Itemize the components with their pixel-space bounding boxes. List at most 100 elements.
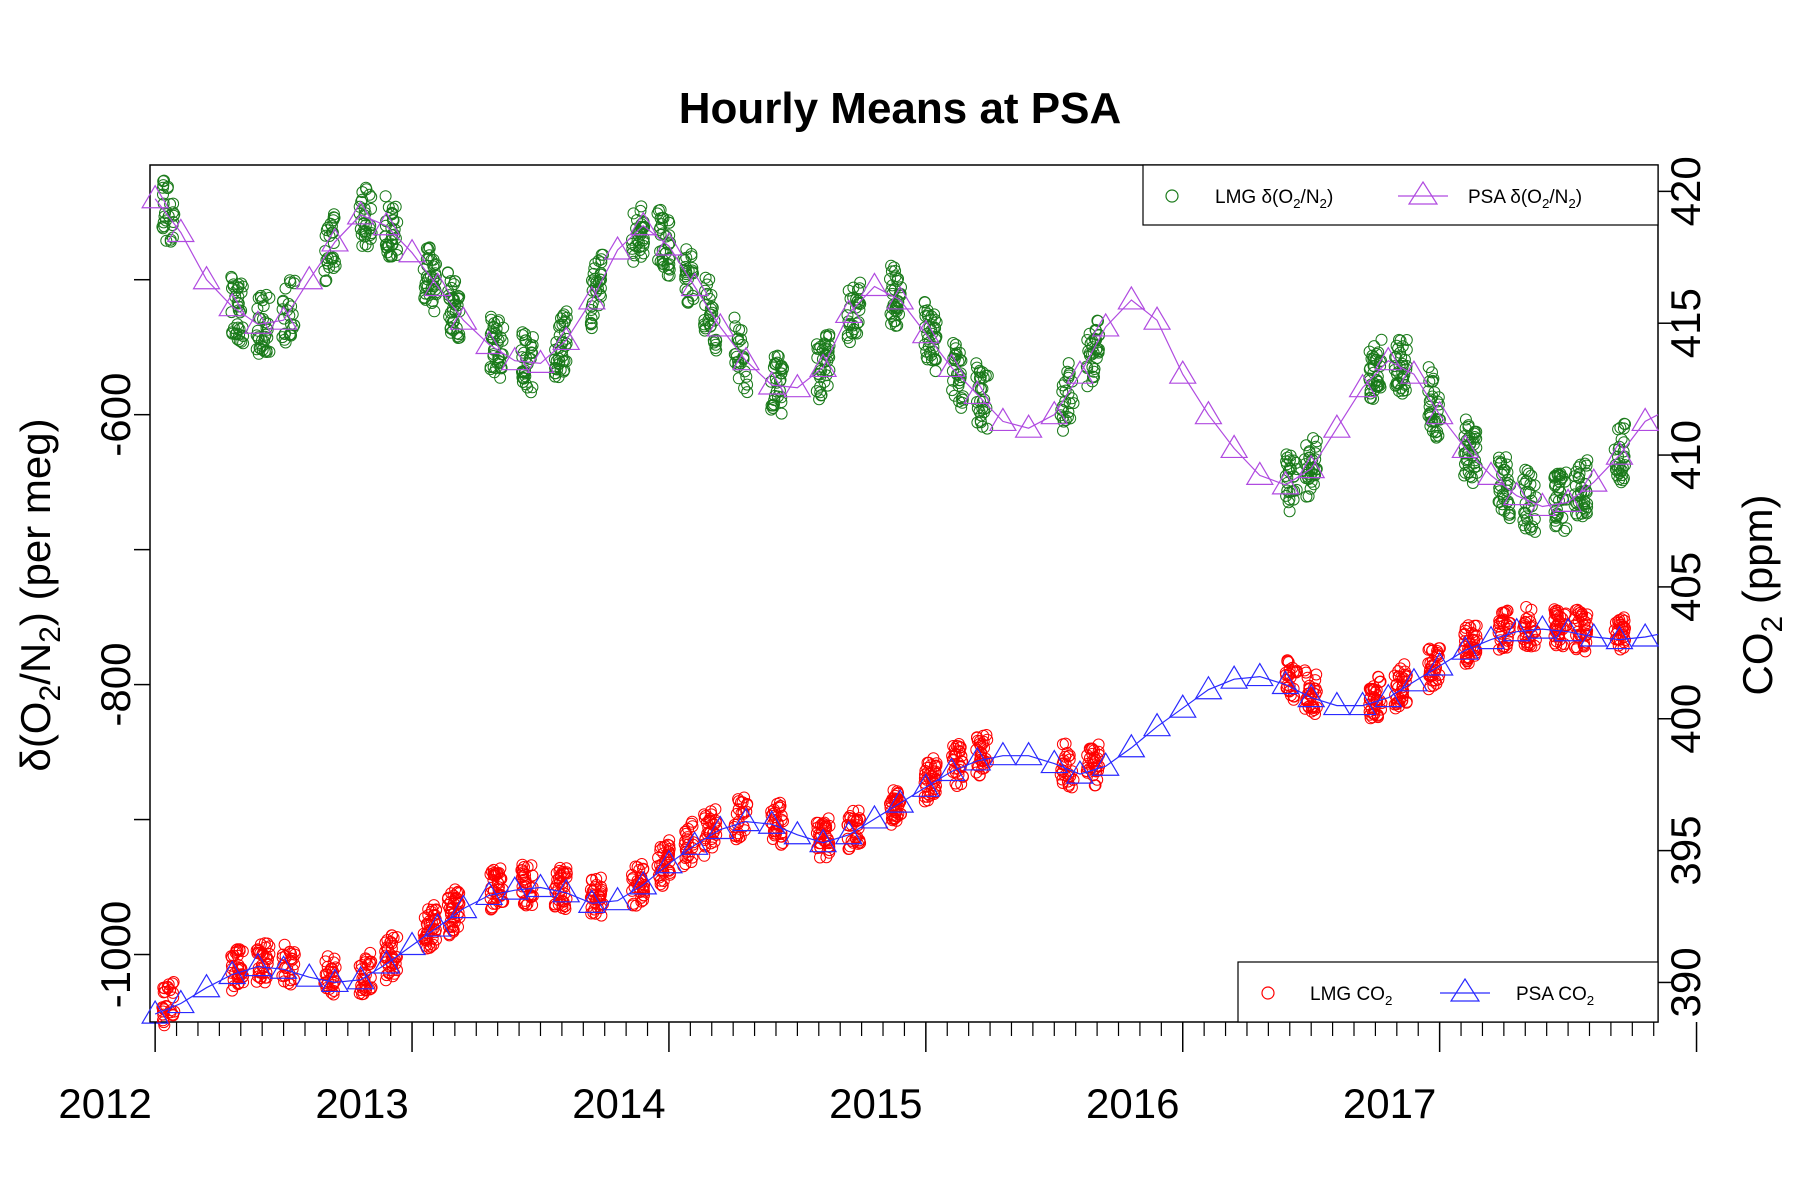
psa-o2-triangle: [1245, 461, 1274, 486]
legend-o2-psa-pre: PSA δ(O: [1468, 187, 1542, 208]
lmg-o2-point: [326, 226, 339, 239]
lmg-o2-point: [526, 381, 539, 394]
lmg-co2-point: [586, 873, 598, 886]
legend-o2-lmg-mid: /N: [1301, 187, 1320, 208]
psa-o2-triangle: [1194, 400, 1223, 425]
lmg-co2-point: [1500, 618, 1513, 631]
lmg-o2-point: [854, 276, 867, 289]
lmg-o2-point: [921, 327, 934, 340]
lmg-o2-point: [1423, 375, 1436, 388]
lmg-o2-point: [444, 321, 457, 334]
psa-o2-triangle: [603, 235, 632, 260]
lmg-co2-point: [847, 836, 860, 849]
lmg-co2-point: [652, 851, 665, 864]
lmg-o2-point: [889, 319, 902, 332]
lmg-co2-point: [771, 797, 784, 810]
lmg-co2-point: [685, 817, 698, 830]
psa-o2-triangle: [192, 265, 221, 290]
psa-co2-triangle: [1014, 741, 1043, 766]
lmg-o2-point: [1581, 454, 1594, 467]
lmg-o2-point: [1283, 505, 1296, 518]
lmg-co2-point: [518, 861, 530, 873]
lmg-co2-point: [1555, 638, 1568, 651]
legend-o2-lmg-sub2: 2: [1320, 196, 1327, 211]
lmg-o2-point: [678, 254, 691, 267]
lmg-co2-point: [1389, 702, 1402, 715]
psa-co2-triangle: [731, 807, 761, 832]
lmg-co2-point: [1571, 641, 1584, 654]
psa-co2-triangle: [500, 875, 529, 900]
lmg-co2-point: [1086, 743, 1099, 756]
legend-o2-psa-mid: /N: [1549, 187, 1568, 208]
lmg-o2-point: [160, 234, 173, 247]
psa-co2-triangle: [1425, 651, 1454, 676]
lmg-co2-point: [425, 916, 438, 929]
lmg-co2-point: [1398, 658, 1411, 671]
lmg-o2-point: [386, 238, 399, 251]
lmg-co2-point: [1424, 680, 1437, 693]
lmg-o2-point: [586, 274, 598, 287]
lmg-co2-point: [1548, 603, 1561, 616]
lmg-o2-point: [1462, 459, 1475, 472]
lmg-co2-point: [1496, 606, 1509, 619]
psa-o2-triangle: [141, 184, 170, 209]
lmg-o2-point: [552, 371, 565, 384]
lmg-co2-point: [1501, 604, 1514, 617]
psa-o2-triangle: [1528, 492, 1557, 517]
lmg-o2-point: [588, 262, 601, 275]
lmg-o2-point: [811, 342, 824, 355]
lmg-o2-point: [236, 280, 249, 293]
lmg-co2-point: [1504, 616, 1517, 629]
lmg-o2-point: [517, 372, 530, 385]
lmg-co2-point: [927, 752, 940, 765]
legend-co2-lmg-label: LMG CO2: [1310, 984, 1392, 1008]
lmg-o2-point: [627, 207, 640, 220]
legend-o2-psa-label: PSA δ(O2/N2): [1468, 187, 1582, 211]
psa-o2-triangle: [731, 346, 761, 371]
lmg-o2-point: [1615, 433, 1628, 446]
lmg-co2-point: [365, 955, 378, 968]
lmg-o2-point: [663, 216, 676, 229]
psa-o2-triangle: [320, 227, 350, 252]
psa-o2-triangle: [706, 312, 735, 337]
lmg-o2-point: [389, 200, 402, 213]
legend-o2-lmg-pre: LMG δ(O: [1215, 187, 1293, 208]
x-tick-label: 2013: [315, 1080, 408, 1127]
lmg-o2-point: [635, 250, 648, 263]
lmg-co2-point: [166, 1008, 179, 1021]
lmg-o2-point: [327, 237, 340, 249]
lmg-o2-point: [560, 355, 573, 368]
lmg-o2-point: [448, 278, 460, 291]
legend-o2-lmg-post: ): [1327, 187, 1333, 208]
lmg-co2-point: [251, 947, 264, 960]
lmg-co2-point: [424, 940, 437, 953]
lmg-co2-point: [706, 841, 719, 854]
lmg-co2-point: [949, 748, 962, 761]
lmg-o2-point: [1613, 440, 1626, 453]
lmg-co2-point: [1618, 614, 1631, 627]
psa-o2-triangle: [1554, 488, 1583, 513]
lmg-o2-point: [1493, 455, 1505, 468]
lmg-o2-point: [379, 219, 392, 232]
lmg-o2-point: [1298, 453, 1311, 466]
lmg-o2-point: [1579, 457, 1591, 470]
lmg-o2-point: [358, 209, 371, 222]
lmg-co2-point: [229, 946, 242, 959]
legend-co2-psa-sub: 2: [1587, 993, 1594, 1008]
lmg-co2-point: [1614, 643, 1627, 656]
lmg-o2-point: [921, 353, 934, 366]
y-left-tick-label: -1000: [92, 901, 139, 1008]
lmg-o2-point: [976, 402, 989, 415]
lmg-co2-point: [626, 884, 639, 897]
lmg-o2-point: [1553, 468, 1566, 481]
lmg-o2-point: [1526, 520, 1539, 533]
psa-co2-triangle: [1168, 694, 1197, 718]
lmg-o2-point: [663, 263, 676, 276]
psa-co2-triangle: [1502, 617, 1531, 642]
psa-o2-triangle: [1271, 470, 1300, 495]
lmg-co2-point: [1400, 696, 1413, 709]
lmg-o2-point: [254, 291, 267, 304]
lmg-o2-point: [1503, 512, 1516, 525]
lmg-o2-point: [952, 368, 965, 381]
lmg-co2-point: [1062, 750, 1075, 763]
